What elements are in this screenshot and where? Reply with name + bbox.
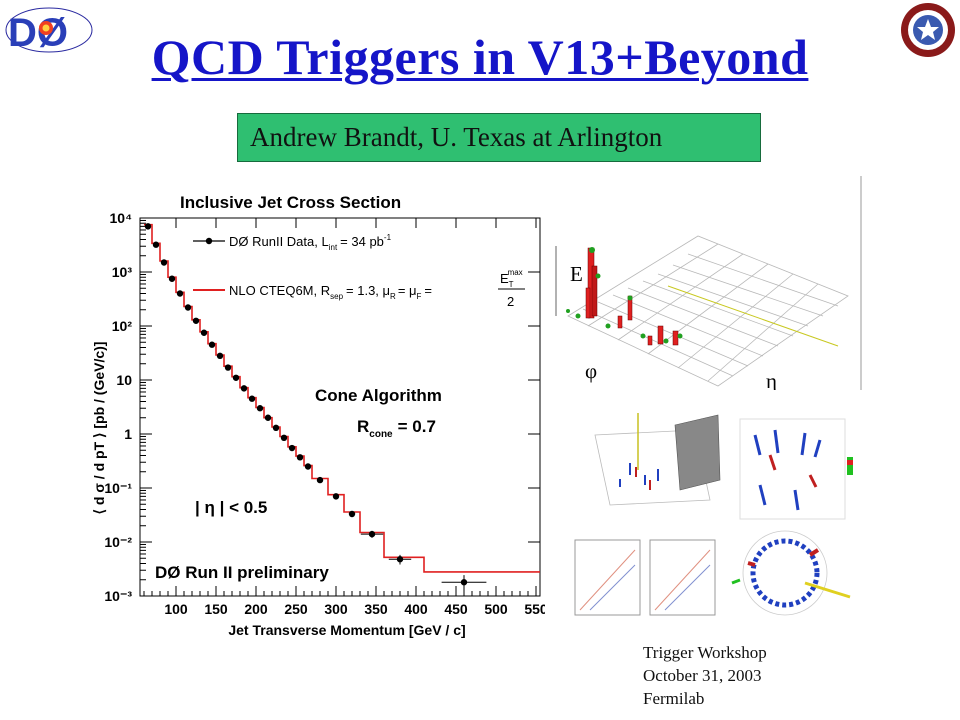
chart-title: Inclusive Jet Cross Section <box>180 193 401 212</box>
data-point <box>184 304 192 311</box>
y-tick-label: 1 <box>124 426 132 442</box>
data-point <box>460 579 468 586</box>
annotation-preliminary: DØ Run II preliminary <box>155 563 329 582</box>
slide-title: QCD Triggers in V13+Beyond <box>151 29 809 85</box>
legend-frac-den: 2 <box>507 294 514 309</box>
lego-label-e: E <box>570 262 583 286</box>
event-display-quad <box>570 405 860 635</box>
y-tick-label: 10² <box>112 318 133 334</box>
annotation-rcone: Rcone = 0.7 <box>357 417 436 440</box>
footer-line-date: October 31, 2003 <box>643 666 762 685</box>
data-point <box>332 493 340 500</box>
data-point <box>288 444 296 452</box>
y-axis-label: ⟨ d σ / d pT ⟩ [pb / (GeV/c)] <box>91 342 107 515</box>
data-point <box>280 434 288 442</box>
data-point <box>396 556 404 563</box>
x-tick-label: 300 <box>324 601 348 617</box>
data-point <box>272 424 280 432</box>
x-axis-label: Jet Transverse Momentum [GeV / c] <box>228 622 465 638</box>
jet-cross-section-chart: Inclusive Jet Cross Section ⟨ d σ / d pT… <box>85 186 548 641</box>
data-point <box>316 476 324 484</box>
plot-frame <box>139 217 541 597</box>
x-tick-label: 350 <box>364 601 388 617</box>
uta-seal <box>900 2 956 58</box>
data-point <box>144 223 152 230</box>
lego-event-display: E φ η <box>548 176 864 393</box>
data-point <box>208 341 216 348</box>
data-point <box>160 259 168 266</box>
y-tick-label: 10⁴ <box>110 210 133 226</box>
y-tick-label: 10³ <box>112 264 133 280</box>
data-point <box>232 374 240 381</box>
d0-logo: DØ <box>4 4 94 55</box>
data-point <box>348 510 356 518</box>
lego-label-phi: φ <box>585 359 597 383</box>
panel-plots <box>574 539 716 616</box>
footer-line-location: Fermilab <box>643 689 705 708</box>
y-tick-label: 10⁻² <box>104 534 132 550</box>
lego-label-eta: η <box>766 369 777 390</box>
y-tick-label: 10⁻³ <box>104 588 132 604</box>
annotation-eta-cut: | η | < 0.5 <box>195 498 267 517</box>
data-point <box>176 290 184 297</box>
data-point <box>240 385 248 392</box>
x-tick-label: 500 <box>484 601 508 617</box>
y-tick-label: 10⁻¹ <box>104 480 132 496</box>
legend-frac-num: ETmax <box>500 268 523 289</box>
footer-line-workshop: Trigger Workshop <box>643 643 767 662</box>
data-point <box>304 463 312 470</box>
data-point <box>200 329 208 336</box>
data-point <box>168 275 176 282</box>
panel-side-view <box>739 418 853 520</box>
data-point <box>216 352 224 360</box>
x-tick-label: 400 <box>404 601 428 617</box>
data-point <box>224 364 232 371</box>
legend-data-label: DØ RunII Data, Lint = 34 pb-1 <box>229 233 392 252</box>
panel-end-view <box>731 530 851 616</box>
chart-svg: Inclusive Jet Cross Section ⟨ d σ / d pT… <box>91 193 548 638</box>
legend-model-label: NLO CTEQ6M, Rsep = 1.3, μR = μF = <box>229 283 432 301</box>
data-point <box>192 317 200 324</box>
x-tick-label: 550 <box>524 601 545 617</box>
x-tick-label: 100 <box>164 601 188 617</box>
y-tick-label: 10 <box>116 372 132 388</box>
data-point <box>368 530 376 538</box>
footer-info: Trigger Workshop October 31, 2003 Fermil… <box>643 641 767 710</box>
data-point <box>248 395 256 402</box>
author-box: Andrew Brandt, U. Texas at Arlington <box>237 113 761 162</box>
data-point <box>256 405 264 412</box>
x-tick-label: 250 <box>284 601 308 617</box>
data-point <box>264 414 272 421</box>
x-tick-label: 150 <box>204 601 228 617</box>
data-point <box>152 241 160 248</box>
x-tick-label: 200 <box>244 601 268 617</box>
annotation-cone: Cone Algorithm <box>315 386 442 405</box>
data-point <box>296 454 304 461</box>
panel-3d-view <box>594 413 721 506</box>
legend-data-marker <box>205 237 213 245</box>
author-text: Andrew Brandt, U. Texas at Arlington <box>250 122 663 152</box>
d0-logo-text: DØ <box>8 11 68 54</box>
x-tick-label: 450 <box>444 601 468 617</box>
